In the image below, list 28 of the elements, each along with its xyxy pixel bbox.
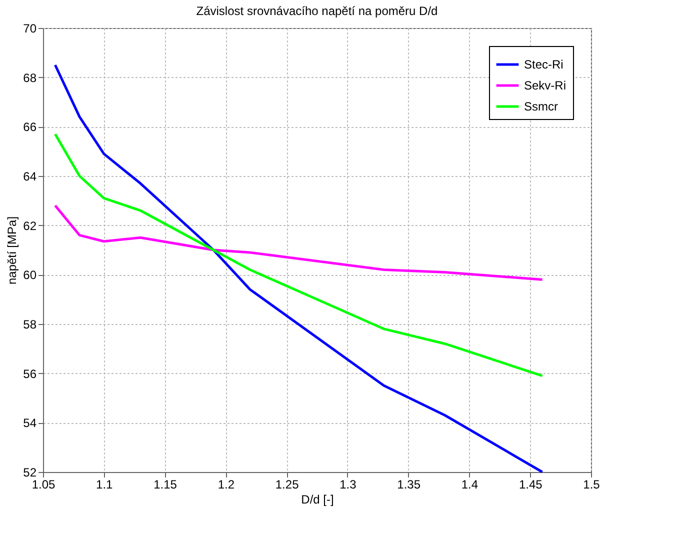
legend-label: Stec-Ri (524, 58, 564, 72)
y-tick-label: 64 (23, 170, 37, 184)
y-tick-label: 68 (23, 70, 37, 85)
y-tick-label: 54 (23, 416, 37, 430)
x-tick-label: 1.25 (275, 478, 300, 492)
y-tick-label: 56 (23, 366, 37, 381)
x-tick-label: 1.35 (397, 478, 421, 492)
x-tick-label: 1.3 (340, 478, 357, 492)
legend-label: Ssmcr (524, 100, 558, 114)
x-axis-title: D/d [-] (301, 492, 334, 506)
y-tick-label: 52 (23, 466, 37, 480)
x-tick-label: 1.1 (96, 478, 114, 492)
y-tick-label: 66 (23, 120, 37, 134)
x-tick-label: 1.4 (461, 478, 478, 492)
line-series (54, 132, 544, 378)
y-axis-title: napětí [MPa] (5, 216, 20, 285)
y-tick-label: 70 (23, 22, 37, 36)
legend-label: Sekv-Ri (524, 78, 566, 92)
x-tick-label: 1.45 (518, 478, 543, 492)
y-tick-label: 62 (23, 218, 37, 233)
chart-title: Závislost srovnávacího napětí na poměru D/d (196, 4, 438, 18)
x-tick-label: 1.15 (154, 478, 178, 492)
y-tick-label: 58 (23, 318, 37, 332)
x-tick-label: 1.05 (32, 478, 56, 492)
x-tick-label: 1.2 (218, 478, 235, 492)
x-tick-label: 1.5 (583, 478, 600, 492)
y-tick-label: 60 (23, 268, 37, 282)
line-series (54, 204, 544, 281)
